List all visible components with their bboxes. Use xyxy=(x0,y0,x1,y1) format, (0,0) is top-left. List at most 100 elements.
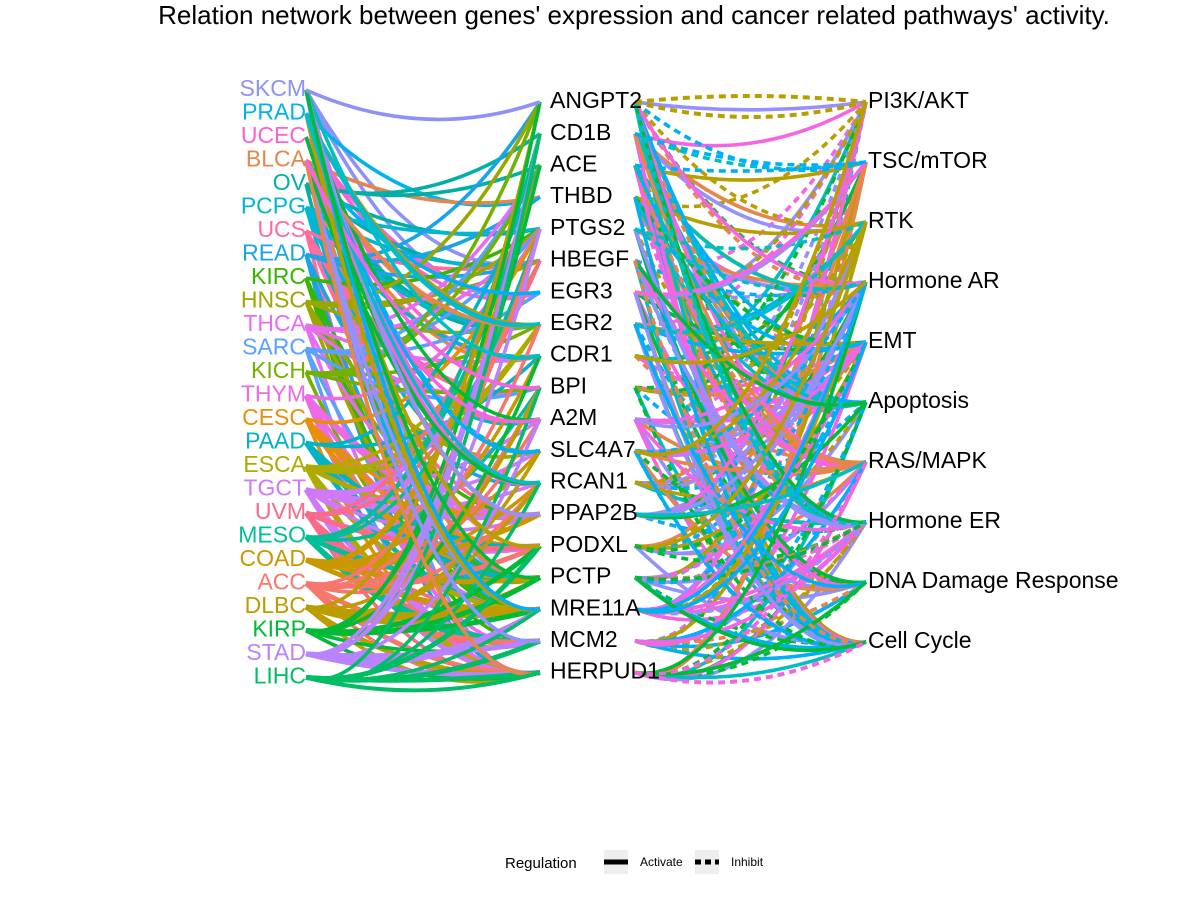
cancer-label: ESCA xyxy=(243,451,306,477)
gene-label: BPI xyxy=(550,372,587,398)
cancer-label: ACC xyxy=(257,569,306,595)
gene-pathway-edge xyxy=(634,460,867,517)
pathway-label: Apoptosis xyxy=(868,387,969,413)
gene-label: PTGS2 xyxy=(550,214,625,240)
gene-label: EGR2 xyxy=(550,309,613,335)
cancer-label: DLBC xyxy=(245,592,306,618)
gene-pathway-edge xyxy=(633,576,867,653)
gene-pathway-edge xyxy=(633,228,867,528)
gene-pathway-edge xyxy=(634,220,868,335)
cancer-label: BLCA xyxy=(246,146,307,172)
gene-pathway-edge xyxy=(634,520,867,582)
cancer-gene-edge xyxy=(304,112,541,328)
cancer-label: THYM xyxy=(241,381,306,407)
gene-pathway-edge xyxy=(634,101,868,550)
gene-pathway-edge xyxy=(633,101,867,524)
gene-label: A2M xyxy=(550,404,597,430)
gene-pathway-edge xyxy=(634,281,868,675)
cancer-label: THCA xyxy=(243,310,306,336)
cancer-gene-edge xyxy=(305,228,542,540)
cancer-label: UCS xyxy=(257,216,306,242)
gene-pathway-edge xyxy=(634,281,868,429)
cancer-gene-edge xyxy=(304,112,541,422)
gene-pathway-edge xyxy=(633,291,867,647)
cancer-gene-edge xyxy=(305,544,542,681)
cancer-gene-edge xyxy=(304,89,541,518)
legend-label-inhibit: Inhibit xyxy=(731,855,764,869)
gene-pathway-edge xyxy=(634,400,868,520)
gene-label: CDR1 xyxy=(550,341,613,367)
cancer-label: MESO xyxy=(238,522,306,548)
cancer-gene-edge xyxy=(305,164,542,375)
edge-layer xyxy=(303,88,868,693)
gene-label: PPAP2B xyxy=(550,499,638,525)
cancer-gene-edge xyxy=(304,136,541,301)
gene-label: THBD xyxy=(550,182,613,208)
gene-label: PCTP xyxy=(550,563,611,589)
gene-pathway-edge xyxy=(634,640,867,680)
cancer-label: UVM xyxy=(255,498,306,524)
cancer-gene-edge xyxy=(305,164,542,331)
cancer-label: READ xyxy=(242,240,306,266)
pathway-label: Hormone ER xyxy=(868,507,1001,533)
gene-label: EGR3 xyxy=(550,277,613,303)
cancer-gene-edge xyxy=(305,354,542,449)
gene-pathway-edge xyxy=(634,640,867,685)
pathway-label: EMT xyxy=(868,327,917,353)
gene-pathway-edge xyxy=(634,341,868,552)
gene-label: PODXL xyxy=(550,531,628,557)
gene-label: CD1B xyxy=(550,119,611,145)
cancer-label: COAD xyxy=(240,545,306,571)
gene-label: HBEGF xyxy=(550,246,629,272)
cancer-label: HNSC xyxy=(241,287,306,313)
cancer-gene-edge xyxy=(304,160,541,676)
cancer-gene-edge xyxy=(304,89,541,612)
gene-pathway-edge xyxy=(634,520,868,644)
gene-pathway-edge xyxy=(634,461,868,676)
pathway-label: RTK xyxy=(868,207,914,233)
cancer-label: KIRC xyxy=(251,263,306,289)
cancer-label: SKCM xyxy=(240,75,306,101)
gene-pathway-edge xyxy=(634,280,868,423)
gene-pathway-edge xyxy=(634,280,868,365)
gene-pathway-edge xyxy=(634,101,868,390)
cancer-gene-edge xyxy=(305,88,541,122)
gene-pathway-edge xyxy=(634,341,868,614)
gene-pathway-edge xyxy=(634,101,868,457)
gene-label: ANGPT2 xyxy=(550,87,642,113)
cancer-label: UCEC xyxy=(241,122,306,148)
pathway-label: TSC/mTOR xyxy=(868,147,988,173)
cancer-label: PCPG xyxy=(241,193,306,219)
cancer-gene-edge xyxy=(305,354,542,633)
legend: Regulation Activate Inhibit xyxy=(505,850,764,874)
gene-pathway-edge xyxy=(633,259,867,407)
gene-pathway-edge xyxy=(634,221,868,517)
gene-pathway-edge xyxy=(633,133,867,465)
gene-label: ACE xyxy=(550,150,597,176)
gene-pathway-edge xyxy=(634,340,868,486)
cancer-label: KIRP xyxy=(252,616,306,642)
gene-pathway-edge xyxy=(634,101,868,269)
gene-pathway-edge xyxy=(634,221,868,396)
cancer-gene-edge xyxy=(305,606,541,635)
gene-label: HERPUD1 xyxy=(550,658,660,684)
cancer-gene-edge xyxy=(305,638,541,659)
label-layer: SKCMPRADUCECBLCAOVPCPGUCSREADKIRCHNSCTHC… xyxy=(238,75,1118,689)
cancer-gene-edge xyxy=(305,322,542,471)
gene-pathway-edge xyxy=(634,400,868,491)
cancer-label: LIHC xyxy=(254,663,306,689)
gene-pathway-edge xyxy=(634,100,867,119)
gene-pathway-edge xyxy=(633,385,867,472)
pathway-label: Cell Cycle xyxy=(868,627,972,653)
gene-label: MRE11A xyxy=(550,594,641,620)
cancer-label: SARC xyxy=(242,334,306,360)
gene-pathway-edge xyxy=(634,281,868,613)
cancer-gene-edge xyxy=(304,112,541,485)
cancer-gene-edge xyxy=(304,160,541,644)
gene-pathway-edge xyxy=(634,448,867,474)
pathway-label: PI3K/AKT xyxy=(868,87,969,113)
gene-pathway-edge xyxy=(634,132,867,167)
gene-pathway-edge xyxy=(634,100,867,112)
cancer-gene-edge xyxy=(305,158,541,205)
